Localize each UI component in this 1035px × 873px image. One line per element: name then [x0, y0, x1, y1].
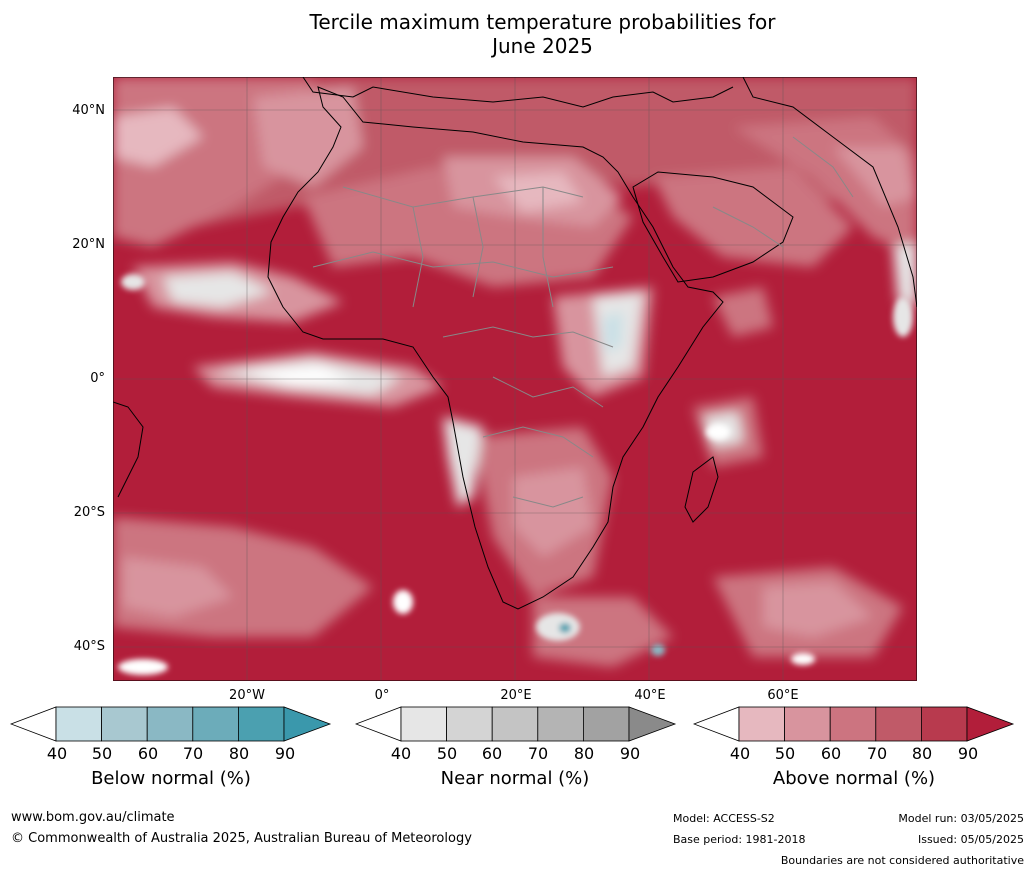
cb-tick: 60 [820, 744, 842, 763]
colorbar-segment [192, 706, 239, 742]
country-borders [312, 136, 854, 508]
colorbar-below-normal [10, 706, 332, 742]
colorbar-low-extension [693, 706, 740, 742]
lon-label-20e: 20°E [500, 688, 532, 703]
lat-label-40s: 40°S [73, 639, 105, 654]
cb-tick: 70 [527, 744, 549, 763]
cb-tick: 50 [91, 744, 113, 763]
colorbar-high-extension [283, 706, 332, 742]
madagascar-coast [684, 456, 719, 523]
colorbar-near-normal [355, 706, 677, 742]
coastlines [113, 77, 917, 610]
map-title: Tercile maximum temperature probabilitie… [0, 10, 1035, 58]
title-line-2: June 2025 [492, 34, 593, 58]
colorbar-segment [875, 706, 922, 742]
colorbar-segment [400, 706, 447, 742]
cb-tick: 90 [957, 744, 979, 763]
cb-tick: 40 [729, 744, 751, 763]
lon-label-20w: 20°W [229, 688, 265, 703]
footer-model: Model: ACCESS-S2 [673, 812, 775, 825]
lon-label-40e: 40°E [634, 688, 666, 703]
cb-tick: 50 [436, 744, 458, 763]
cb-tick: 80 [573, 744, 595, 763]
colorbar-segment [784, 706, 831, 742]
cb-tick: 70 [182, 744, 204, 763]
footer-website: www.bom.gov.au/climate [11, 810, 175, 825]
cb-tick: 40 [390, 744, 412, 763]
cb-tick: 90 [619, 744, 641, 763]
colorbar-segment [738, 706, 785, 742]
cb-tick: 90 [274, 744, 296, 763]
colorbar-above-normal [693, 706, 1015, 742]
colorbar-low-extension [10, 706, 57, 742]
colorbar-segment [920, 706, 968, 742]
lon-label-60e: 60°E [767, 688, 799, 703]
lat-label-0: 0° [90, 371, 105, 386]
colorbar-high-extension [628, 706, 677, 742]
colorbar-high-extension [966, 706, 1015, 742]
lat-label-20n: 20°N [72, 237, 105, 252]
colorbar-segment [101, 706, 148, 742]
cb-tick: 60 [137, 744, 159, 763]
colorbar-segment [491, 706, 539, 742]
colorbar-segment [55, 706, 102, 742]
lon-label-0: 0° [374, 688, 390, 703]
colorbar-segment [582, 706, 630, 742]
colorbar-segment [446, 706, 493, 742]
cb-tick: 50 [774, 744, 796, 763]
colorbar-segment [237, 706, 285, 742]
colorbar-segment [829, 706, 877, 742]
cb-tick: 80 [911, 744, 933, 763]
colorbar-low-extension [355, 706, 402, 742]
footer-model-run: Model run: 03/05/2025 [898, 812, 1024, 825]
footer-copyright: © Commonwealth of Australia 2025, Austra… [11, 831, 472, 846]
map-frame [113, 77, 917, 681]
arabia-coast [632, 171, 794, 283]
cb-tick: 80 [228, 744, 250, 763]
colorbar-above-label: Above normal (%) [772, 768, 936, 789]
lat-label-40n: 40°N [72, 103, 105, 118]
colorbar-near-label: Near normal (%) [440, 768, 590, 789]
probability-map [113, 77, 917, 681]
cb-tick: 60 [481, 744, 503, 763]
colorbar-below-label: Below normal (%) [91, 768, 251, 789]
colorbar-segment [537, 706, 584, 742]
footer-disclaimer: Boundaries are not considered authoritat… [780, 854, 1024, 867]
cb-tick: 40 [46, 744, 68, 763]
low-probability-patches [118, 274, 913, 675]
cb-tick: 70 [866, 744, 888, 763]
colorbar-segment [146, 706, 194, 742]
title-line-1: Tercile maximum temperature probabilitie… [309, 10, 776, 34]
footer-issued: Issued: 05/05/2025 [917, 833, 1024, 846]
graticule [113, 77, 917, 681]
lat-label-20s: 20°S [73, 505, 105, 520]
footer-base-period: Base period: 1981-2018 [673, 833, 806, 846]
